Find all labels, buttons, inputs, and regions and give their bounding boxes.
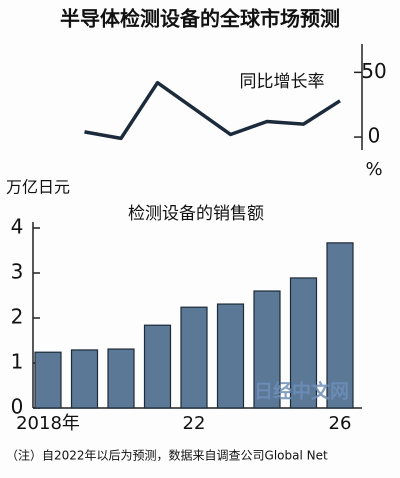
x-tick-label: 22 [183, 413, 206, 434]
watermark: 日经中文网 [254, 380, 349, 403]
line-series [84, 80, 341, 141]
x-tick-label: 2018年 [16, 413, 80, 434]
note: （注）自2022年以后为预测，数据来自调查公司Global Net [6, 448, 328, 463]
bar-unit: 万亿日元 [6, 178, 70, 197]
y-tick-label: 2 [11, 305, 24, 329]
bar [180, 306, 208, 409]
y-tick-label: 0 [11, 395, 24, 419]
bar [143, 324, 172, 409]
x-tick-label: 26 [329, 413, 352, 434]
chart-title: 半导体检测设备的全球市场预测 [60, 7, 340, 31]
bar-title: 检测设备的销售额 [128, 204, 264, 224]
bar [34, 351, 62, 409]
y-tick-label: 0 [368, 124, 381, 148]
bar [107, 348, 135, 409]
bar [216, 303, 245, 409]
bar [289, 277, 318, 409]
y-tick-label: 1 [11, 350, 24, 374]
line-unit: % [365, 159, 382, 180]
bar [253, 290, 281, 409]
y-tick-label: 4 [11, 215, 24, 239]
line-label: 同比增长率 [240, 72, 325, 92]
y-tick-label: 3 [11, 260, 24, 284]
bar [326, 242, 354, 409]
bar [70, 349, 99, 409]
y-tick-label: 50 [361, 59, 386, 83]
